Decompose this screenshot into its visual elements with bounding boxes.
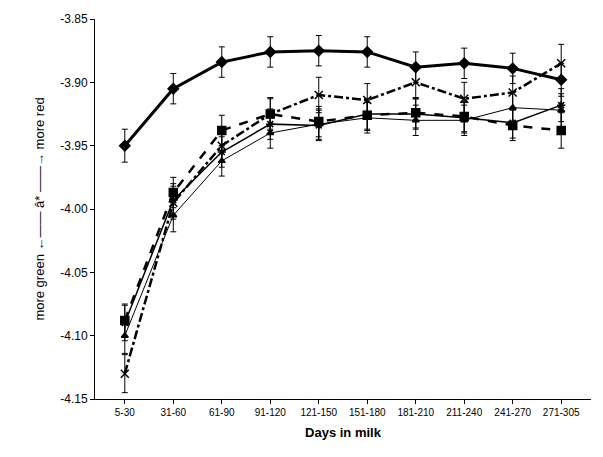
svg-text:151-180: 151-180 [349, 407, 386, 418]
svg-text:-4.00: -4.00 [60, 202, 88, 216]
svg-text:91-120: 91-120 [255, 407, 287, 418]
svg-text:-3.95: -3.95 [60, 139, 88, 153]
svg-text:61-90: 61-90 [209, 407, 235, 418]
svg-text:Days in milk: Days in milk [305, 425, 382, 440]
svg-text:5-30: 5-30 [115, 407, 135, 418]
svg-text:271-305: 271-305 [543, 407, 580, 418]
svg-text:-4.05: -4.05 [60, 266, 88, 280]
svg-text:31-60: 31-60 [161, 407, 187, 418]
svg-text:211-240: 211-240 [446, 407, 482, 418]
svg-text:-3.90: -3.90 [60, 76, 88, 90]
svg-text:more green ←—— â* ——→ more red: more green ←—— â* ——→ more red [32, 97, 47, 320]
svg-text:121-150: 121-150 [300, 407, 337, 418]
svg-text:241-270: 241-270 [494, 407, 531, 418]
svg-text:-4.10: -4.10 [60, 329, 88, 343]
svg-text:181-210: 181-210 [397, 407, 434, 418]
svg-text:-4.15: -4.15 [60, 392, 88, 406]
svg-text:-3.85: -3.85 [60, 12, 88, 26]
